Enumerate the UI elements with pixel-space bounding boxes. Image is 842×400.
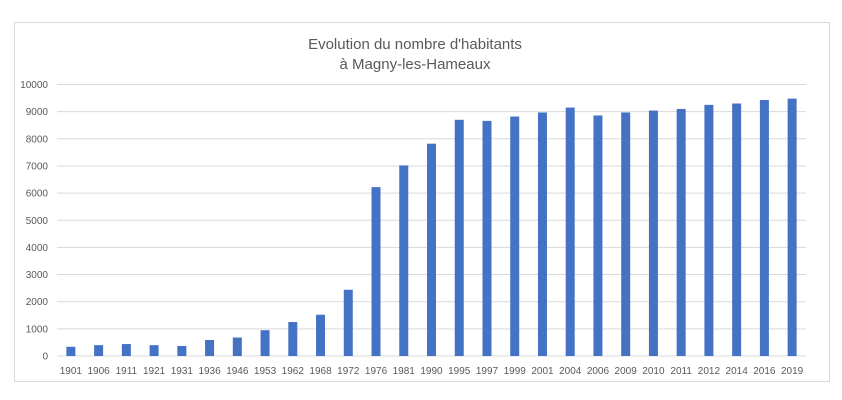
y-tick-label: 7000 xyxy=(26,161,49,172)
x-tick-label: 2011 xyxy=(670,366,692,377)
bar-2012 xyxy=(704,104,714,356)
x-tick-label: 1962 xyxy=(282,366,305,377)
x-tick-label: 2006 xyxy=(587,366,610,377)
x-tick-label: 2019 xyxy=(781,366,804,377)
y-tick-label: 0 xyxy=(42,352,48,363)
bar-1911 xyxy=(121,344,131,356)
bar-1997 xyxy=(482,120,492,356)
chart-title-line-2: à Magny-les-Hameaux xyxy=(340,56,491,73)
bar-1936 xyxy=(205,339,215,356)
bar-1953 xyxy=(260,330,270,356)
x-tick-label: 1911 xyxy=(116,366,138,377)
bar-2016 xyxy=(759,99,769,357)
y-tick-label: 3000 xyxy=(26,270,49,281)
bar-1901 xyxy=(66,346,76,356)
x-tick-label: 2001 xyxy=(531,366,554,377)
x-tick-label: 1981 xyxy=(393,366,416,377)
chart-frame xyxy=(14,22,830,382)
x-tick-label: 1906 xyxy=(87,366,110,377)
bar-2019 xyxy=(787,98,797,357)
y-tick-label: 6000 xyxy=(26,189,49,200)
bar-1931 xyxy=(177,345,187,356)
x-tick-label: 2016 xyxy=(753,366,776,377)
x-tick-label: 1976 xyxy=(365,366,388,377)
bar-1921 xyxy=(149,345,159,356)
y-tick-label: 9000 xyxy=(26,107,49,118)
bar-1906 xyxy=(94,345,104,356)
bar-1981 xyxy=(399,165,409,356)
bar-1962 xyxy=(288,322,298,356)
y-tick-label: 4000 xyxy=(26,243,49,254)
y-tick-label: 2000 xyxy=(26,297,49,308)
x-tick-label: 1972 xyxy=(337,366,360,377)
x-tick-label: 1931 xyxy=(171,366,194,377)
bar-1999 xyxy=(510,116,520,356)
bar-2006 xyxy=(593,115,603,357)
bar-1990 xyxy=(427,143,436,356)
bar-1946 xyxy=(232,337,242,356)
bar-1972 xyxy=(343,289,353,356)
x-tick-label: 1901 xyxy=(60,366,83,377)
bar-2001 xyxy=(537,112,547,356)
x-tick-label: 2012 xyxy=(698,366,721,377)
bar-1995 xyxy=(454,119,464,356)
chart-title-line-1: Evolution du nombre d'habitants xyxy=(308,36,522,53)
x-tick-label: 1936 xyxy=(198,366,221,377)
y-tick-label: 1000 xyxy=(26,324,49,335)
bar-1976 xyxy=(371,187,381,356)
bar-2004 xyxy=(565,107,575,356)
x-tick-label: 2009 xyxy=(615,366,638,377)
x-tick-label: 1946 xyxy=(226,366,249,377)
x-tick-label: 1995 xyxy=(448,366,471,377)
x-tick-label: 1968 xyxy=(309,366,332,377)
y-tick-label: 8000 xyxy=(26,134,49,145)
x-tick-label: 2014 xyxy=(726,366,749,377)
bar-2014 xyxy=(732,103,742,356)
bar-2010 xyxy=(648,110,658,357)
x-tick-label: 1999 xyxy=(504,366,527,377)
y-tick-label: 10000 xyxy=(20,80,48,91)
bar-1968 xyxy=(316,314,326,356)
x-tick-label: 2004 xyxy=(559,366,582,377)
bar-2011 xyxy=(676,108,686,356)
x-tick-label: 2010 xyxy=(642,366,665,377)
x-tick-label: 1990 xyxy=(420,366,443,377)
x-tick-label: 1997 xyxy=(476,366,499,377)
x-tick-label: 1921 xyxy=(143,366,166,377)
bar-2009 xyxy=(621,112,631,356)
x-tick-label: 1953 xyxy=(254,366,277,377)
y-tick-label: 5000 xyxy=(26,216,49,227)
